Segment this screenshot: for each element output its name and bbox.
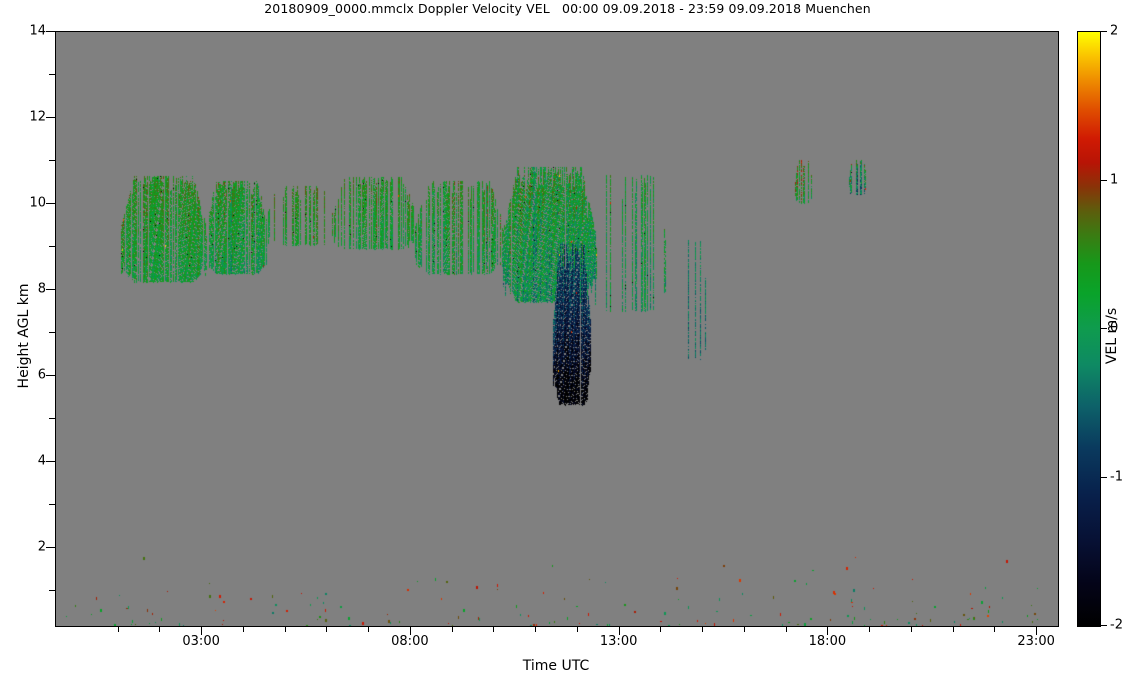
y-axis-minor-tick	[49, 589, 55, 591]
x-axis-minor-tick	[159, 626, 161, 632]
x-axis-minor-tick	[910, 626, 912, 632]
x-axis-minor-tick	[451, 626, 453, 632]
colorbar-tick-label: 1	[1110, 172, 1119, 187]
y-axis-minor-tick	[49, 503, 55, 505]
x-axis-tick-label: 08:00	[391, 634, 429, 649]
y-axis-minor-tick	[49, 245, 55, 247]
y-axis-major-tick	[46, 31, 55, 32]
x-axis-minor-tick	[117, 626, 119, 632]
x-axis-minor-tick	[952, 626, 954, 632]
colorbar-tick	[1100, 179, 1107, 181]
y-axis-minor-tick	[49, 417, 55, 419]
y-axis-tick-label: 8	[37, 281, 46, 297]
y-axis-tick-label: 10	[29, 195, 46, 211]
colorbar-tick-label: 2	[1110, 23, 1119, 39]
y-axis-tick-label: 6	[37, 367, 46, 383]
x-axis-title: Time UTC	[522, 658, 590, 674]
y-axis-minor-tick	[49, 73, 55, 75]
y-axis-major-tick	[46, 116, 55, 118]
y-axis-major-tick	[46, 288, 55, 290]
x-axis-major-tick	[618, 626, 620, 635]
x-axis-major-tick	[1036, 626, 1038, 635]
x-axis-tick-label: 13:00	[599, 634, 638, 649]
x-axis-minor-tick	[284, 626, 286, 632]
y-axis-minor-tick	[49, 331, 55, 333]
x-axis-minor-tick	[242, 626, 244, 632]
x-axis-minor-tick	[576, 626, 578, 632]
x-axis-major-tick	[409, 626, 411, 635]
y-axis-minor-tick	[49, 159, 55, 161]
y-axis-title: Height AGL km	[16, 283, 32, 389]
x-axis-minor-tick	[493, 626, 495, 632]
x-axis-major-tick	[827, 626, 829, 635]
y-axis-tick-label: 14	[29, 23, 46, 39]
y-axis-major-tick	[46, 202, 55, 204]
x-axis-minor-tick	[368, 626, 370, 632]
x-axis-tick-label: 03:00	[182, 634, 220, 649]
y-axis-tick-label: 2	[37, 539, 46, 555]
x-axis-major-tick	[201, 626, 203, 635]
x-axis-minor-tick	[994, 626, 996, 632]
colorbar-tick	[1100, 328, 1107, 329]
colorbar-tick	[1100, 625, 1107, 626]
x-axis-minor-tick	[869, 626, 871, 632]
y-axis-tick-label: 4	[37, 453, 46, 469]
colorbar-tick-label: -2	[1110, 617, 1123, 633]
plot-area	[55, 31, 1059, 627]
x-axis-minor-tick	[326, 626, 328, 632]
y-axis-tick-labels: 2 4 6 8 10 12 14	[0, 0, 46, 678]
colorbar-tick-label: 0	[1110, 320, 1119, 336]
doppler-velocity-heatmap	[56, 32, 1058, 626]
y-axis-tick-label: 12	[29, 109, 46, 125]
colorbar-tick	[1100, 31, 1107, 32]
y-axis-major-tick	[46, 374, 55, 376]
colorbar-title: VEL m/s	[1104, 307, 1120, 365]
x-axis-minor-tick	[743, 626, 745, 632]
colorbar	[1077, 31, 1101, 627]
page-title: 20180909_0000.mmclx Doppler Velocity VEL…	[264, 1, 871, 16]
x-axis-minor-tick	[660, 626, 662, 632]
y-axis-major-tick	[46, 546, 55, 548]
colorbar-tick-label: -1	[1110, 469, 1123, 484]
x-axis-minor-tick	[785, 626, 787, 632]
x-axis-minor-tick	[702, 626, 704, 632]
x-axis-minor-tick	[535, 626, 537, 632]
x-axis-tick-label: 23:00	[1017, 634, 1055, 649]
x-axis-tick-label: 18:00	[808, 634, 847, 649]
colorbar-tick	[1100, 476, 1107, 478]
y-axis-major-tick	[46, 460, 55, 462]
